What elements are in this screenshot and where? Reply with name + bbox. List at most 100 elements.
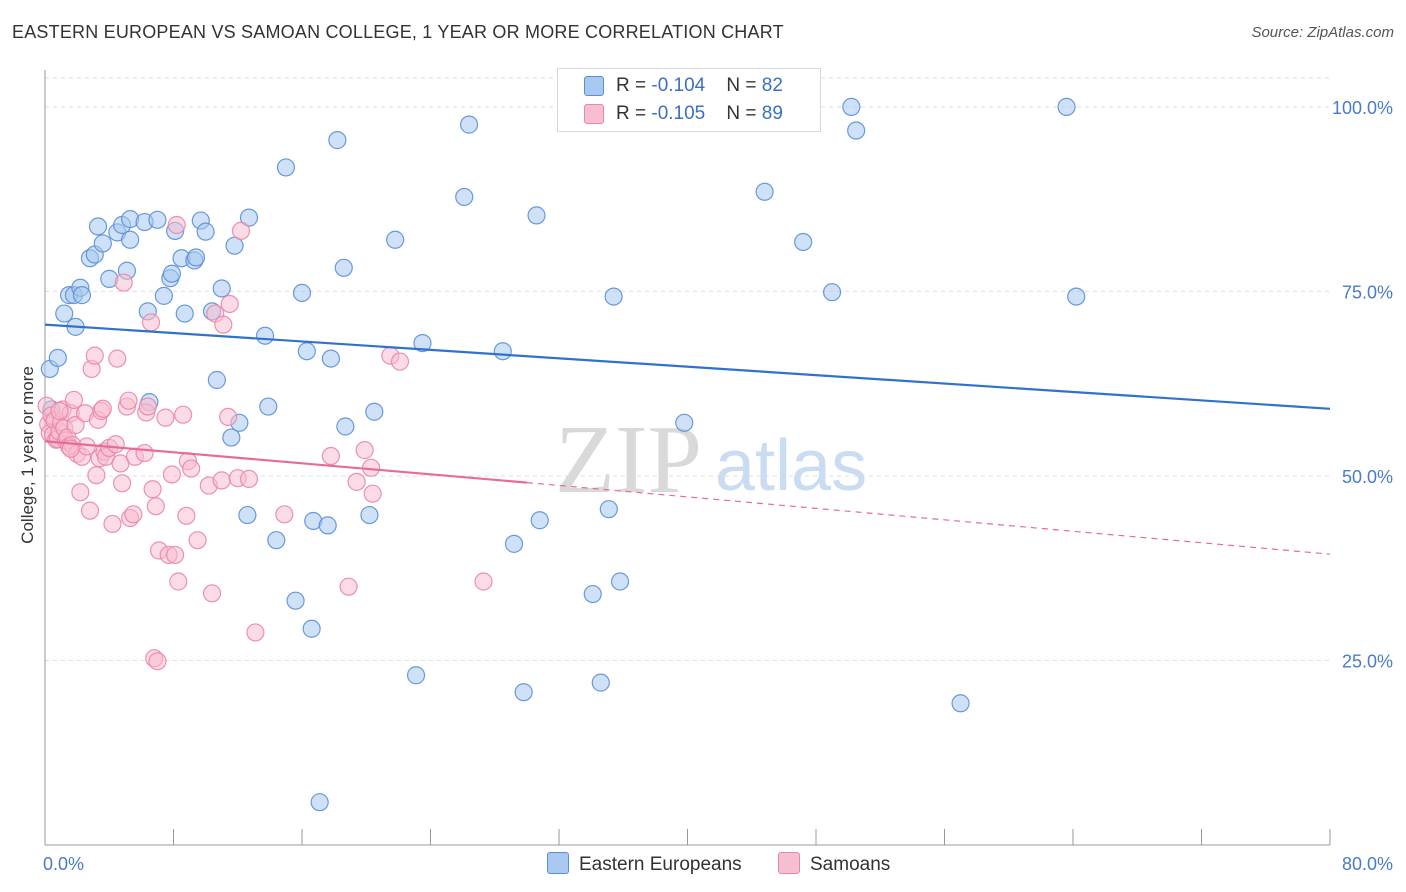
x-tick-label: 0.0%	[43, 854, 84, 874]
legend-n-value: 82	[761, 75, 783, 96]
point-eastern-european	[755, 182, 774, 201]
point-samoan	[202, 584, 222, 603]
point-eastern-european	[530, 511, 549, 530]
point-samoan	[363, 484, 382, 503]
point-samoan	[143, 480, 162, 499]
watermark-atlas: atlas	[715, 426, 867, 506]
x-tick-label: 80.0%	[1342, 854, 1393, 874]
point-eastern-european	[72, 286, 92, 305]
point-eastern-european	[455, 187, 474, 207]
point-samoan	[124, 505, 143, 524]
point-samoan	[50, 401, 69, 421]
point-samoan	[162, 465, 181, 484]
legend-label: Eastern Europeans	[579, 854, 742, 875]
point-eastern-european	[842, 97, 861, 117]
legend-n-value: 89	[761, 103, 783, 124]
point-samoan	[112, 474, 132, 493]
point-samoan	[141, 313, 161, 332]
point-eastern-european	[583, 584, 602, 604]
legend-swatch-blue	[584, 76, 604, 96]
point-samoan	[156, 408, 175, 427]
point-eastern-european	[504, 534, 524, 553]
point-eastern-european	[267, 531, 286, 550]
point-samoan	[80, 501, 100, 520]
axis-layer: 25.0% 50.0% 75.0% 100.0% 0.0% 80.0%	[43, 70, 1393, 874]
point-eastern-european	[360, 505, 379, 525]
point-eastern-european	[310, 793, 329, 812]
point-eastern-european	[493, 342, 512, 361]
point-samoan	[71, 483, 90, 502]
point-eastern-european	[212, 279, 231, 298]
point-eastern-european	[1067, 287, 1086, 306]
point-eastern-european	[276, 158, 296, 177]
point-eastern-european	[459, 115, 479, 134]
point-samoan	[138, 397, 157, 416]
watermark: ZIP atlas	[555, 406, 867, 514]
point-eastern-european	[514, 683, 533, 702]
point-samoan	[174, 405, 193, 424]
point-eastern-european	[259, 397, 278, 416]
point-samoan	[275, 505, 294, 524]
point-eastern-european	[527, 206, 546, 225]
point-eastern-european	[334, 258, 353, 277]
legend-swatch-blue	[547, 852, 569, 874]
point-eastern-european	[604, 287, 623, 306]
legend-swatch-pink	[584, 104, 604, 124]
point-eastern-european	[286, 591, 305, 610]
point-samoan	[390, 352, 410, 371]
point-eastern-european	[365, 402, 384, 421]
point-eastern-european	[93, 234, 112, 253]
legend-r-value: -0.104	[651, 75, 706, 96]
point-eastern-european	[599, 500, 618, 519]
point-eastern-european	[794, 232, 813, 252]
point-eastern-european	[318, 516, 337, 535]
point-eastern-european	[336, 417, 355, 436]
point-samoan	[177, 506, 196, 525]
point-eastern-european	[302, 619, 321, 638]
point-samoan	[321, 446, 341, 466]
points-layer	[37, 97, 1086, 812]
point-samoan	[166, 545, 185, 565]
point-samoan	[339, 577, 358, 596]
point-samoan	[114, 273, 133, 292]
stats-legend: R = -0.104 N = 82 R = -0.105 N = 89	[557, 68, 821, 132]
point-samoan	[239, 469, 259, 489]
point-samoan	[246, 623, 265, 642]
point-eastern-european	[297, 342, 316, 361]
point-eastern-european	[55, 304, 74, 323]
legend-n-label: N =	[726, 103, 762, 124]
point-samoan	[188, 531, 207, 550]
trend-line-eastern-europeans	[44, 323, 1331, 410]
source-label: Source: ZipAtlas.com	[1251, 24, 1394, 41]
trend-layer	[44, 323, 1331, 555]
point-eastern-european	[1057, 97, 1076, 117]
point-samoan	[66, 415, 85, 435]
point-eastern-european	[196, 222, 215, 241]
point-samoan	[231, 221, 251, 241]
point-samoan	[119, 391, 138, 410]
point-samoan	[106, 435, 125, 454]
point-eastern-european	[121, 230, 140, 249]
point-eastern-european	[406, 666, 426, 685]
point-eastern-european	[292, 283, 312, 303]
point-eastern-european	[162, 264, 181, 283]
legend-n-label: N =	[726, 75, 762, 96]
chart-title: EASTERN EUROPEAN VS SAMOAN COLLEGE, 1 YE…	[12, 22, 784, 42]
point-eastern-european	[175, 304, 194, 323]
legend-r-label: R =	[616, 75, 652, 96]
point-samoan	[182, 459, 201, 478]
legend-swatch-pink	[778, 852, 800, 874]
point-eastern-european	[847, 121, 866, 140]
point-samoan	[93, 399, 112, 418]
legend-row-samoans: R = -0.105 N = 89	[558, 101, 820, 127]
point-eastern-european	[328, 131, 347, 150]
legend-r-label: R =	[616, 103, 652, 124]
point-samoan	[219, 407, 238, 427]
legend-row-eastern-europeans: R = -0.104 N = 82	[558, 73, 820, 99]
point-eastern-european	[413, 333, 432, 353]
bottom-legend-samoans: Samoans	[778, 852, 890, 876]
point-samoan	[214, 315, 233, 334]
point-eastern-european	[207, 370, 226, 390]
point-eastern-european	[48, 348, 67, 367]
y-tick-label: 100.0%	[1332, 98, 1393, 118]
